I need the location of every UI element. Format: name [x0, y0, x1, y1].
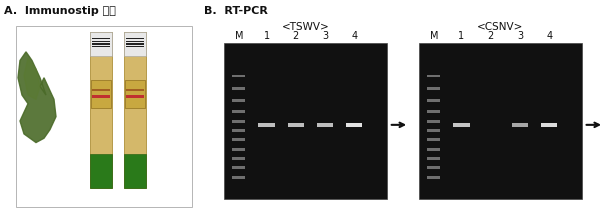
- Bar: [541, 122, 558, 127]
- Bar: [92, 46, 110, 47]
- Bar: [512, 122, 528, 127]
- Bar: [233, 100, 245, 102]
- Bar: [126, 41, 144, 42]
- Bar: [92, 89, 110, 92]
- Bar: [233, 138, 245, 141]
- Bar: [453, 122, 470, 127]
- Text: 2: 2: [488, 31, 494, 41]
- Text: <TSWV>: <TSWV>: [282, 22, 330, 32]
- Bar: [233, 87, 245, 90]
- Bar: [124, 154, 146, 188]
- Bar: [90, 32, 112, 56]
- Bar: [233, 129, 245, 132]
- Bar: [126, 46, 144, 47]
- Bar: [346, 122, 362, 127]
- Bar: [124, 32, 146, 56]
- Bar: [427, 87, 441, 90]
- Text: <CSNV>: <CSNV>: [478, 22, 524, 32]
- Bar: [90, 32, 112, 188]
- Bar: [91, 80, 111, 108]
- Bar: [224, 43, 387, 199]
- Text: M: M: [430, 31, 438, 41]
- Bar: [126, 43, 144, 44]
- Bar: [427, 120, 441, 122]
- Text: 1: 1: [264, 31, 270, 41]
- Bar: [233, 120, 245, 122]
- Bar: [427, 138, 441, 141]
- Bar: [233, 75, 245, 77]
- Text: A.  Immunostip 키트: A. Immunostip 키트: [4, 6, 116, 16]
- Text: M: M: [235, 31, 243, 41]
- Bar: [90, 154, 112, 188]
- Bar: [126, 95, 144, 98]
- Bar: [233, 110, 245, 113]
- Bar: [427, 110, 441, 113]
- Text: 3: 3: [322, 31, 328, 41]
- Bar: [126, 89, 144, 92]
- Bar: [427, 157, 441, 160]
- Bar: [92, 95, 110, 98]
- Bar: [427, 166, 441, 169]
- Bar: [125, 80, 145, 108]
- Bar: [16, 26, 192, 207]
- Bar: [126, 38, 144, 39]
- Bar: [427, 129, 441, 132]
- Bar: [124, 32, 146, 188]
- Bar: [258, 122, 275, 127]
- Text: 4: 4: [351, 31, 358, 41]
- Polygon shape: [18, 52, 56, 143]
- Bar: [427, 100, 441, 102]
- Bar: [427, 148, 441, 151]
- Bar: [427, 176, 441, 178]
- Text: B.  RT-PCR: B. RT-PCR: [204, 6, 268, 16]
- Bar: [92, 43, 110, 44]
- Text: 4: 4: [546, 31, 552, 41]
- Text: 1: 1: [458, 31, 465, 41]
- Bar: [233, 157, 245, 160]
- Bar: [233, 148, 245, 151]
- Bar: [427, 75, 441, 77]
- Polygon shape: [24, 58, 40, 99]
- Bar: [317, 122, 333, 127]
- Bar: [233, 176, 245, 178]
- Text: 3: 3: [517, 31, 523, 41]
- Bar: [233, 166, 245, 169]
- Text: 2: 2: [293, 31, 299, 41]
- Bar: [92, 38, 110, 39]
- Bar: [419, 43, 582, 199]
- Bar: [288, 122, 304, 127]
- Bar: [92, 41, 110, 42]
